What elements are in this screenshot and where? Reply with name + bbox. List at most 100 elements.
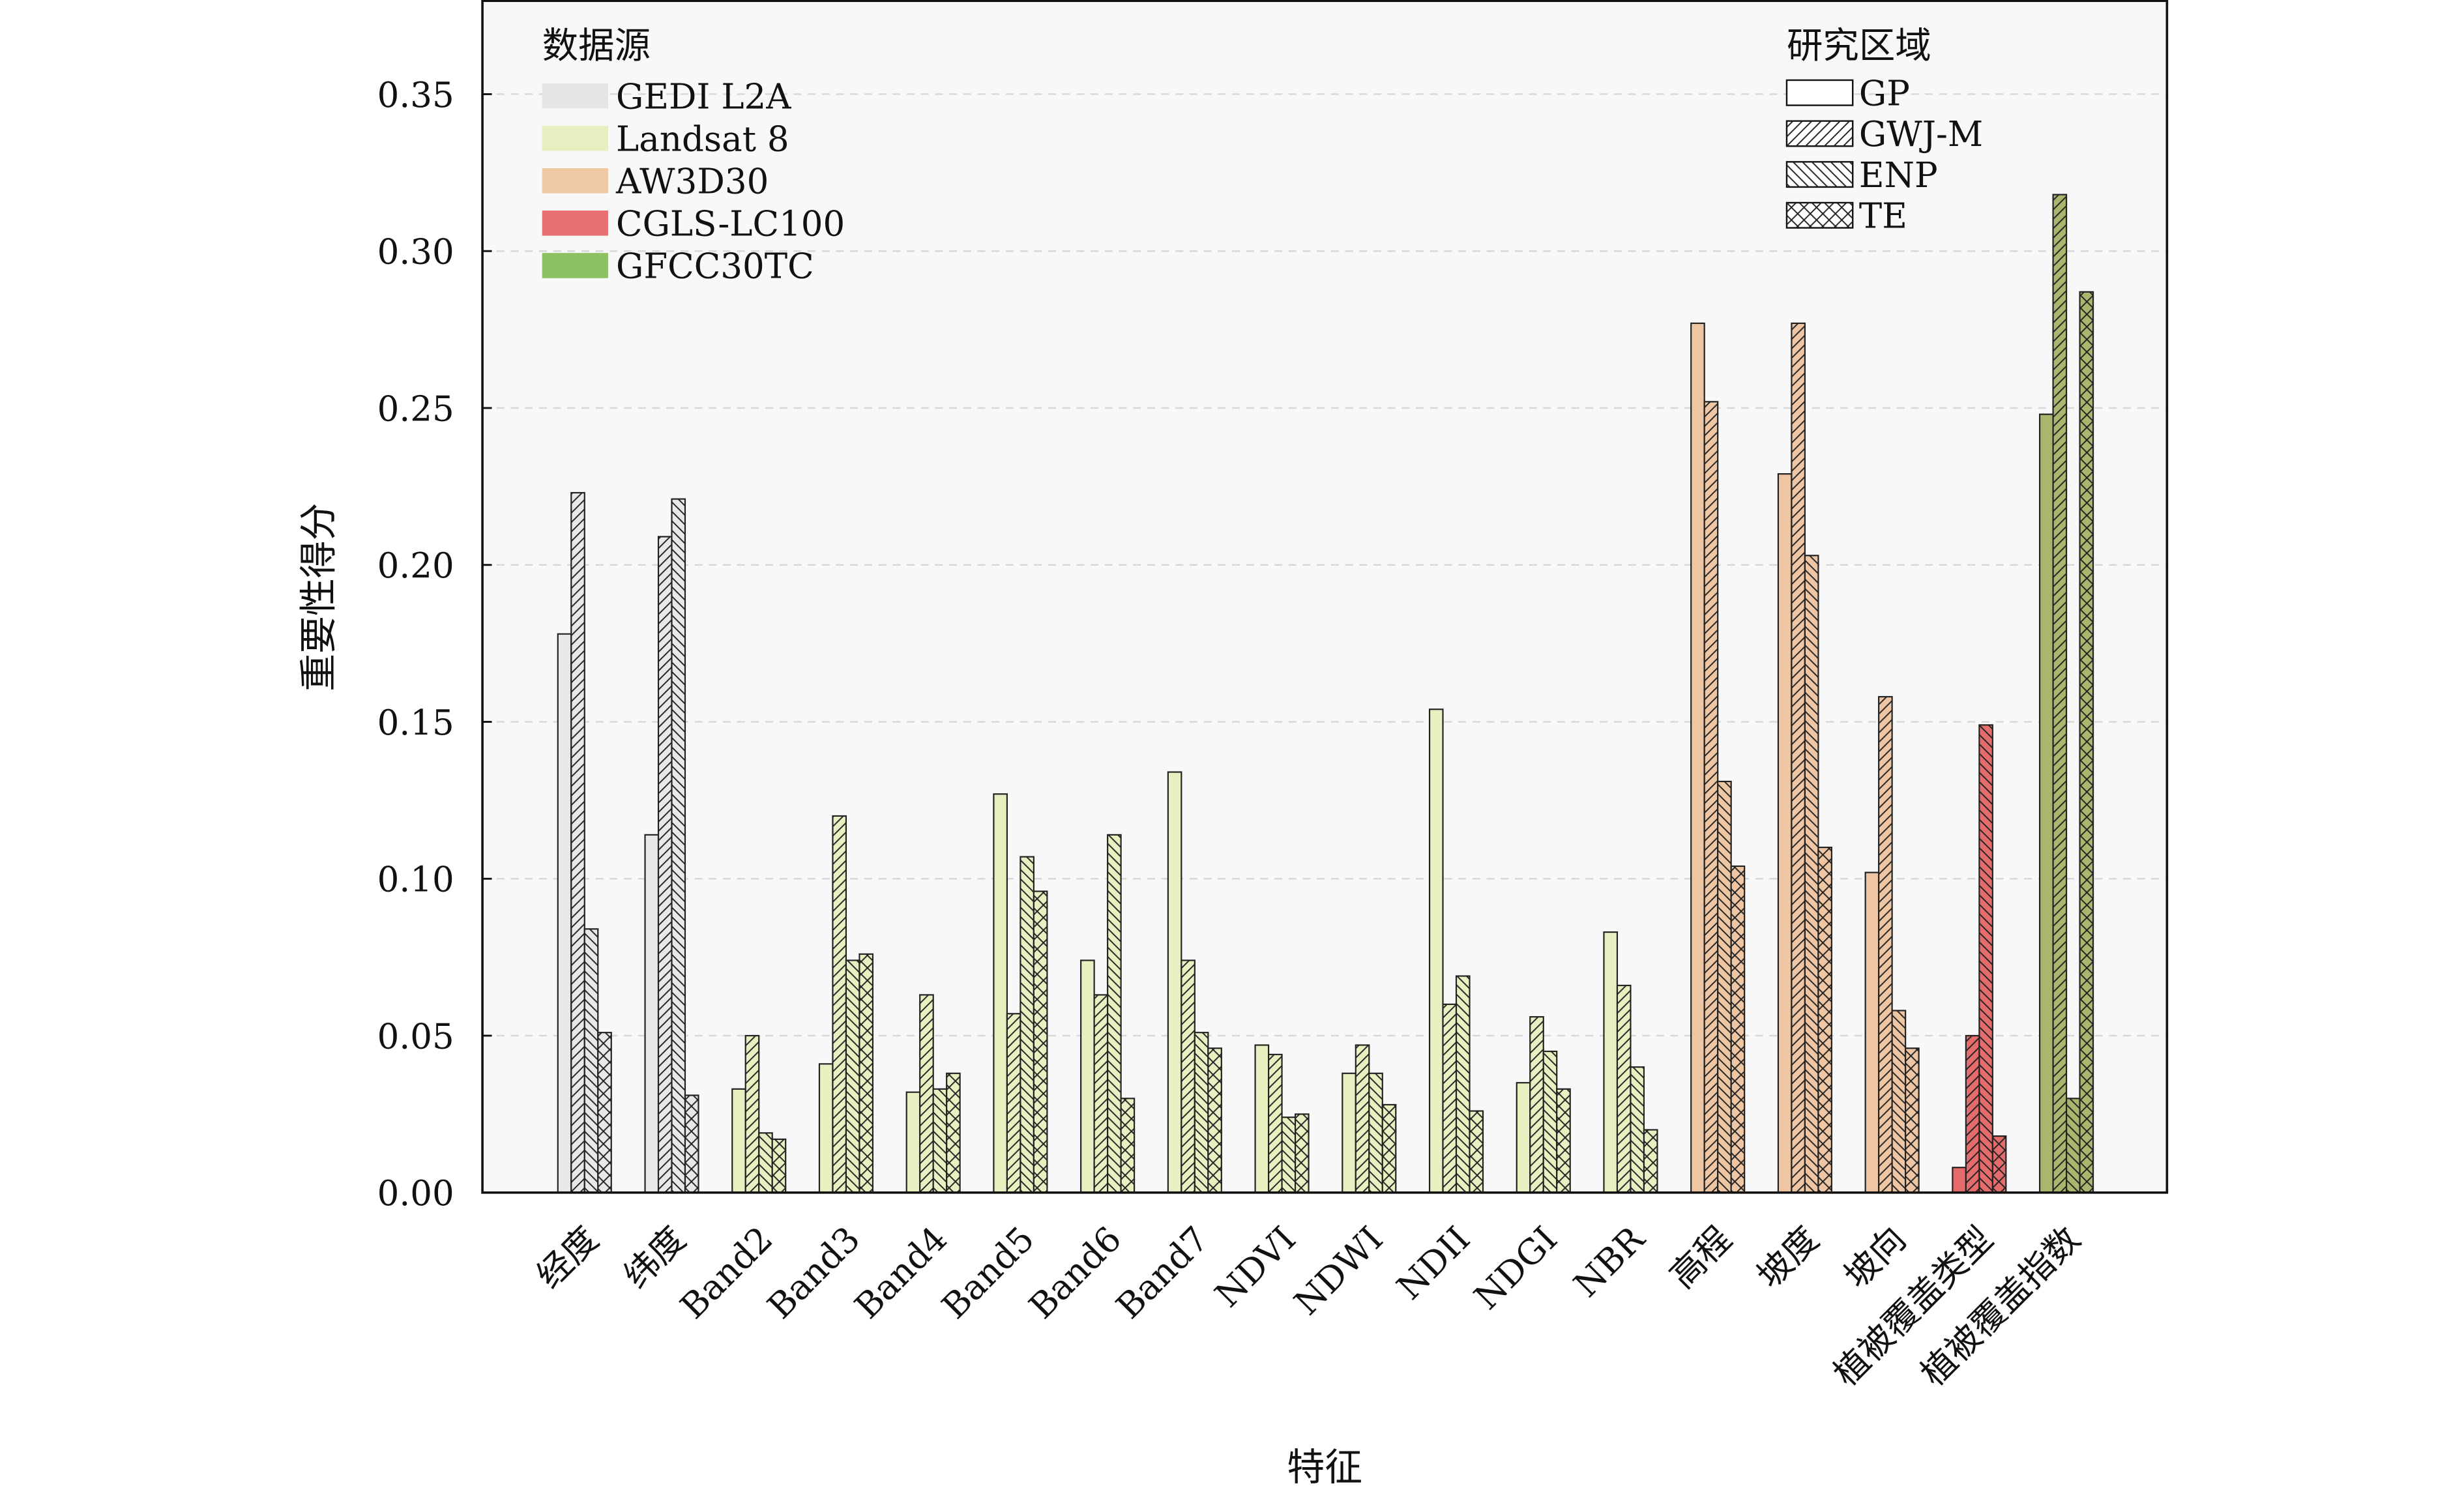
bar-hatch: [2053, 194, 2067, 1193]
bar-GP: [557, 633, 572, 1193]
legend-swatch: [542, 253, 608, 278]
bar-hatch: [1121, 1098, 1135, 1193]
legend-hatch: [1786, 121, 1853, 147]
legend-swatch: [542, 211, 608, 236]
bar-hatch: [1033, 891, 1048, 1193]
bar-GP: [1167, 771, 1182, 1193]
bar-hatch: [1269, 1054, 1282, 1193]
bar-hatch: [1818, 847, 1832, 1193]
x-tick-label: 坡向: [1836, 1219, 1914, 1296]
x-tick-label: Band4: [847, 1219, 955, 1327]
bar-hatch: [1530, 1017, 1544, 1193]
bar-hatch: [2079, 291, 2094, 1193]
legend-region-title: 研究区域: [1787, 25, 1931, 67]
bar-GP: [1428, 708, 1444, 1193]
bar-hatch: [1965, 1036, 1980, 1193]
legend-label: ENP: [1859, 155, 1938, 196]
x-tick-label: 纬度: [616, 1219, 694, 1296]
bar-hatch: [598, 1032, 611, 1193]
legend-hatch: [1786, 162, 1853, 187]
y-axis-label: 重要性得分: [297, 503, 341, 691]
bar-hatch: [1643, 1130, 1658, 1193]
bar-hatch: [845, 960, 860, 1193]
bar-hatch: [933, 1088, 947, 1193]
bar-hatch: [1181, 960, 1195, 1193]
bar-hatch: [1469, 1111, 1484, 1193]
y-tick-label: 0.35: [377, 75, 454, 115]
bar-hatch: [1718, 781, 1731, 1193]
bar-hatch: [671, 499, 686, 1193]
x-tick-label: Band5: [934, 1219, 1042, 1327]
bar-hatch: [946, 1073, 960, 1193]
bar-hatch: [584, 929, 598, 1193]
bar-hatch: [759, 1133, 772, 1193]
legend-label: TE: [1859, 196, 1907, 237]
x-tick-label: Band7: [1108, 1219, 1216, 1327]
y-tick-label: 0.20: [377, 546, 454, 586]
bar-hatch: [1443, 1004, 1457, 1193]
bar-hatch: [1979, 725, 1993, 1193]
bar-hatch: [1892, 1010, 1906, 1193]
x-axis-label: 特征: [1287, 1445, 1362, 1488]
bar-GP: [1952, 1167, 1967, 1193]
bar-GP: [2039, 413, 2054, 1193]
y-tick-label: 0.30: [377, 232, 454, 272]
bar-hatch: [745, 1036, 759, 1193]
bar-hatch: [1791, 323, 1805, 1193]
y-tick-label: 0.10: [377, 860, 454, 900]
x-tick-label: NDVI: [1207, 1219, 1304, 1315]
bar-GP: [1603, 931, 1619, 1193]
bar-hatch: [920, 995, 933, 1193]
bar-hatch: [1617, 985, 1631, 1193]
bar-hatch: [1456, 976, 1470, 1193]
legend-swatch: [542, 168, 608, 194]
bar-GP: [1864, 871, 1880, 1193]
bar-hatch: [1992, 1136, 2006, 1193]
bar-GP: [1516, 1082, 1531, 1193]
bar-hatch: [1208, 1048, 1222, 1193]
bar-hatch: [1282, 1117, 1296, 1193]
x-tick-label: NDGI: [1467, 1219, 1565, 1317]
y-tick-label: 0.05: [377, 1016, 454, 1057]
bar-hatch: [1804, 555, 1819, 1193]
legend-label: GEDI L2A: [616, 76, 791, 117]
bar-hatch: [772, 1139, 786, 1193]
bar-hatch: [1194, 1032, 1209, 1193]
bar-GP: [644, 834, 660, 1193]
bar-GP: [731, 1088, 746, 1193]
bar-GP: [1080, 959, 1095, 1193]
bar-hatch: [1295, 1114, 1309, 1193]
legend-hatch: [1786, 203, 1853, 228]
bar-GP: [905, 1091, 921, 1193]
bar-hatch: [685, 1095, 699, 1193]
bar-hatch: [859, 954, 873, 1193]
bar-hatch: [1557, 1088, 1570, 1193]
y-tick-label: 0.00: [377, 1173, 454, 1214]
bar-GP: [1690, 322, 1705, 1193]
bar-hatch: [1731, 866, 1745, 1193]
legend-swatch: [542, 125, 608, 151]
bar-hatch: [1630, 1067, 1644, 1193]
bar-hatch: [1006, 1014, 1021, 1193]
legend-label: CGLS-LC100: [616, 204, 845, 244]
bar-GP: [818, 1063, 834, 1193]
legend-label: GP: [1859, 74, 1910, 114]
legend-swatch: [1785, 79, 1854, 106]
x-tick-label: Band3: [760, 1219, 868, 1327]
bar-hatch: [1382, 1104, 1396, 1193]
legend-label: Landsat 8: [616, 119, 789, 159]
bar-hatch: [1704, 401, 1718, 1193]
legend-swatch: [542, 83, 608, 109]
x-tick-label: 坡度: [1749, 1219, 1826, 1296]
x-tick-label: NDII: [1389, 1219, 1478, 1307]
bar-hatch: [1355, 1045, 1370, 1193]
bar-hatch: [2066, 1098, 2080, 1193]
bar-hatch: [832, 815, 846, 1193]
bar-hatch: [1879, 696, 1892, 1193]
y-tick-label: 0.25: [377, 388, 454, 429]
legend-label: AW3D30: [615, 162, 769, 202]
legend-label: GFCC30TC: [616, 246, 814, 287]
x-tick-label: Band2: [673, 1219, 781, 1327]
